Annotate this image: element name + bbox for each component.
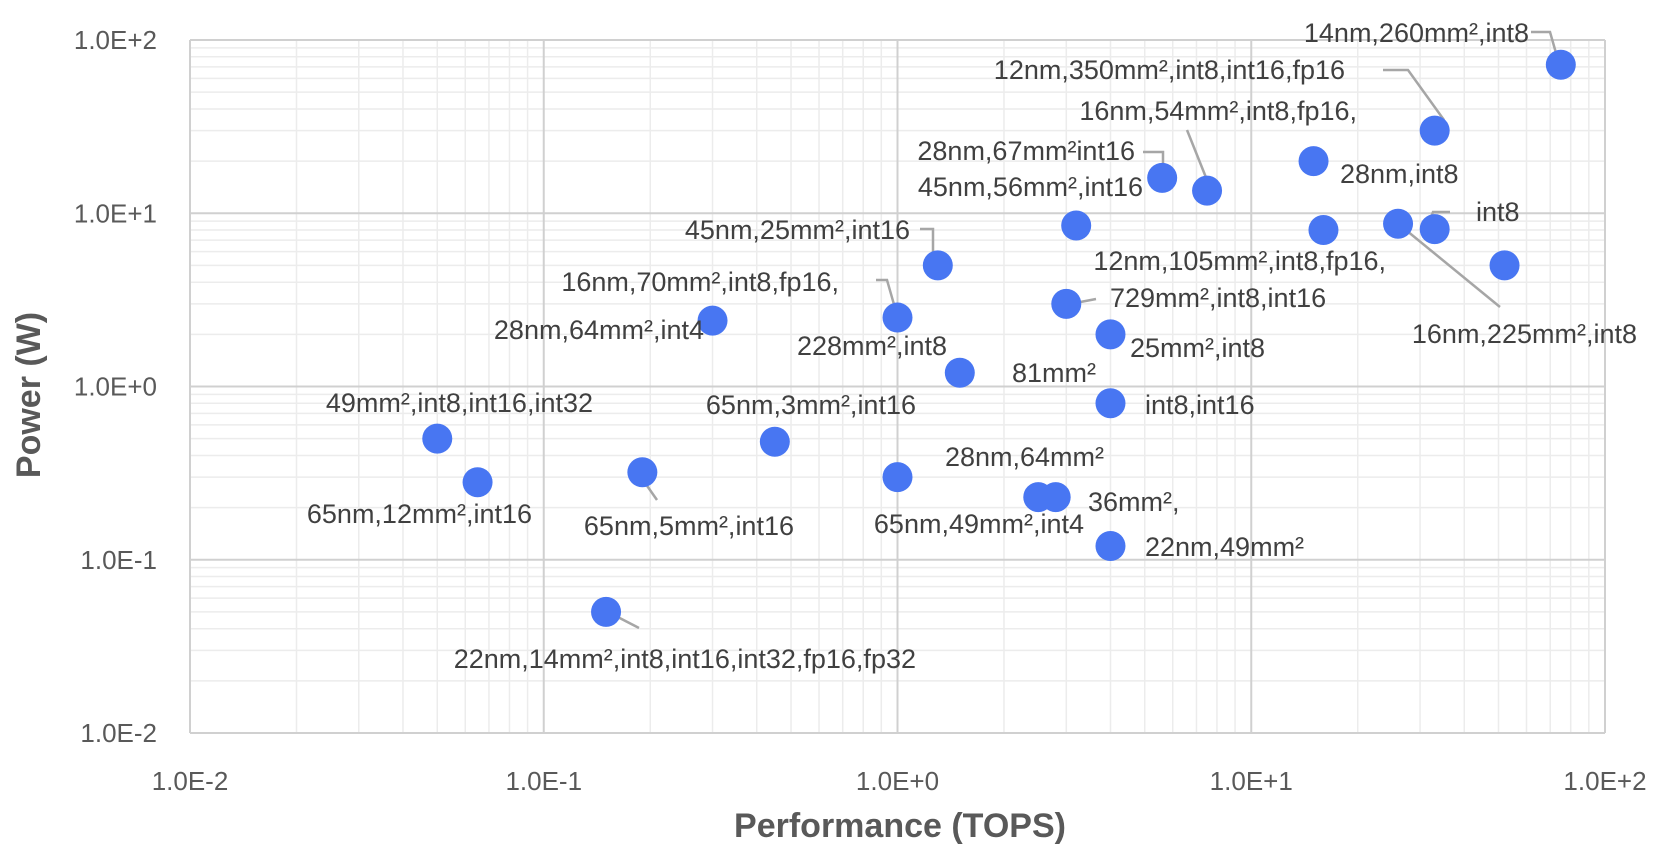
data-point [627, 457, 658, 488]
x-tick-label: 1.0E-1 [505, 766, 582, 796]
point-annotation: 14nm,260mm²,int8 [1304, 18, 1529, 48]
data-point [1051, 288, 1082, 319]
leader-line [1383, 68, 1446, 121]
point-annotation: 28nm,64mm²,int4 [494, 315, 704, 345]
data-point [944, 357, 975, 388]
data-point [1147, 162, 1178, 193]
point-annotation: 36mm², [1088, 487, 1180, 517]
data-point [1298, 146, 1329, 177]
point-annotation: 22nm,49mm² [1145, 532, 1304, 562]
data-point [1383, 208, 1414, 239]
y-tick-label: 1.0E-1 [80, 545, 157, 575]
point-annotation: 65nm,3mm²,int16 [706, 390, 916, 420]
point-annotation: 729mm²,int8,int16 [1110, 283, 1326, 313]
y-axis-title: Power (W) [10, 312, 48, 478]
point-annotation: 25mm²,int8 [1130, 333, 1265, 363]
data-point [1192, 175, 1223, 206]
data-point [1419, 115, 1450, 146]
leader-line [1531, 30, 1560, 61]
x-tick-label: 1.0E+1 [1210, 766, 1293, 796]
point-annotation: 228mm²,int8 [797, 331, 947, 361]
point-annotation: 16nm,54mm²,int8,fp16, [1079, 96, 1357, 126]
point-annotation: 65nm,12mm²,int16 [307, 499, 532, 529]
data-points [422, 49, 1576, 627]
y-tick-label: 1.0E+0 [74, 372, 157, 402]
data-point [1095, 531, 1126, 562]
point-annotations: 14nm,260mm²,int8 12nm,350mm²,int8,int16,f… [307, 18, 1637, 674]
point-annotation: 12nm,350mm²,int8,int16,fp16 [994, 55, 1345, 85]
point-annotation: 45nm,25mm²,int16 [685, 215, 910, 245]
point-annotation: 65nm,5mm²,int16 [584, 511, 794, 541]
point-annotation: int8,int16 [1145, 390, 1255, 420]
point-annotation: 45nm,56mm²,int16 [918, 172, 1143, 202]
x-axis-title: Performance (TOPS) [734, 807, 1066, 845]
point-annotation: 12nm,105mm²,int8,fp16, [1093, 246, 1386, 276]
x-tick-label: 1.0E+2 [1563, 766, 1646, 796]
data-point [882, 462, 913, 493]
x-tick-label: 1.0E-2 [152, 766, 229, 796]
data-point [1489, 250, 1520, 281]
point-annotation: int8 [1476, 197, 1520, 227]
data-point [1095, 388, 1126, 419]
data-point [697, 305, 728, 336]
point-annotation: 16nm,70mm²,int8,fp16, [561, 267, 839, 297]
y-tick-label: 1.0E+2 [74, 25, 157, 55]
leader-line [1185, 129, 1209, 181]
y-tick-label: 1.0E+1 [74, 198, 157, 228]
data-point [1419, 214, 1450, 245]
point-annotation: 22nm,14mm²,int8,int16,int32,fp16,fp32 [454, 644, 916, 674]
point-annotation: 81mm² [1012, 358, 1096, 388]
data-point [1095, 319, 1126, 350]
point-annotation: 65nm,49mm²,int4 [874, 509, 1084, 539]
data-point [759, 426, 790, 457]
data-point [591, 596, 622, 627]
leader-line [1400, 225, 1501, 308]
data-point [922, 250, 953, 281]
point-annotation: 28nm,67mm²int16 [917, 136, 1135, 166]
data-point [882, 302, 913, 333]
y-tick-label: 1.0E-2 [80, 718, 157, 748]
data-point [422, 423, 453, 454]
point-annotation: 28nm,64mm² [945, 442, 1104, 472]
data-point [1040, 482, 1071, 513]
data-point [462, 467, 493, 498]
grid [189, 39, 1606, 734]
leader-line [920, 227, 935, 255]
x-tick-label: 1.0E+0 [856, 766, 939, 796]
data-point [1545, 49, 1576, 80]
point-annotation: 28nm,int8 [1340, 159, 1459, 189]
data-point [1061, 210, 1092, 241]
point-annotation: 49mm²,int8,int16,int32 [326, 388, 593, 418]
tick-labels: 1.0E-2 1.0E-1 1.0E+0 1.0E+1 1.0E+2 1.0E-2 1.0E… [74, 25, 1647, 796]
data-point [1308, 215, 1339, 246]
point-annotation: 16nm,225mm²,int8 [1412, 319, 1637, 349]
